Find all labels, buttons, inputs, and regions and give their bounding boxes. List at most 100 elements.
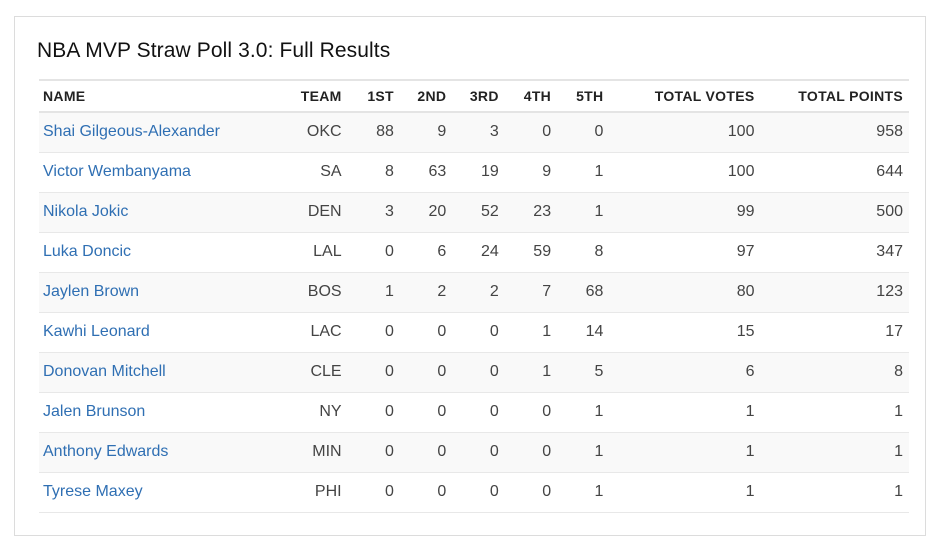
player-name-link[interactable]: Tyrese Maxey — [39, 472, 287, 513]
player-name-link[interactable]: Anthony Edwards — [39, 432, 287, 473]
total-votes-cell: 1 — [609, 472, 761, 513]
fifth-place-cell: 1 — [557, 432, 610, 473]
third-place-cell: 19 — [452, 152, 505, 193]
total-votes-cell: 100 — [609, 152, 761, 193]
third-place-cell: 0 — [452, 312, 505, 353]
header-total-points[interactable]: TOTAL POINTS — [760, 79, 909, 113]
team-cell: BOS — [286, 272, 348, 313]
results-card: NBA MVP Straw Poll 3.0: Full Results NAM… — [14, 16, 926, 536]
table-row: Donovan Mitchell CLE 0 0 0 1 5 6 8 — [39, 352, 909, 393]
team-cell: LAC — [286, 312, 348, 353]
table-row: Victor Wembanyama SA 8 63 19 9 1 100 644 — [39, 152, 909, 193]
total-points-cell: 1 — [760, 432, 909, 473]
third-place-cell: 52 — [452, 192, 505, 233]
player-name-link[interactable]: Victor Wembanyama — [39, 152, 287, 193]
player-name-link[interactable]: Nikola Jokic — [39, 192, 287, 233]
table-row: Luka Doncic LAL 0 6 24 59 8 97 347 — [39, 232, 909, 273]
fourth-place-cell: 0 — [504, 472, 558, 513]
team-cell: NY — [286, 392, 348, 433]
fifth-place-cell: 14 — [557, 312, 610, 353]
header-name[interactable]: NAME — [39, 79, 287, 113]
fifth-place-cell: 1 — [557, 392, 610, 433]
first-place-cell: 3 — [347, 192, 400, 233]
third-place-cell: 3 — [452, 112, 505, 153]
header-second[interactable]: 2ND — [399, 79, 453, 113]
third-place-cell: 0 — [452, 432, 505, 473]
team-cell: DEN — [286, 192, 348, 233]
fourth-place-cell: 59 — [504, 232, 558, 273]
header-row: NAME TEAM 1ST 2ND 3RD 4TH 5TH TOTAL VOTE… — [39, 79, 909, 113]
table-body: Shai Gilgeous-Alexander OKC 88 9 3 0 0 1… — [39, 112, 909, 513]
first-place-cell: 0 — [347, 312, 400, 353]
total-points-cell: 17 — [760, 312, 909, 353]
total-votes-cell: 80 — [609, 272, 761, 313]
total-votes-cell: 6 — [609, 352, 761, 393]
table-row: Jalen Brunson NY 0 0 0 0 1 1 1 — [39, 392, 909, 433]
first-place-cell: 0 — [347, 352, 400, 393]
fifth-place-cell: 68 — [557, 272, 610, 313]
first-place-cell: 0 — [347, 392, 400, 433]
second-place-cell: 0 — [399, 352, 453, 393]
results-table: NAME TEAM 1ST 2ND 3RD 4TH 5TH TOTAL VOTE… — [39, 79, 909, 513]
table-header: NAME TEAM 1ST 2ND 3RD 4TH 5TH TOTAL VOTE… — [39, 79, 909, 113]
card-title: NBA MVP Straw Poll 3.0: Full Results — [37, 39, 391, 62]
total-points-cell: 123 — [760, 272, 909, 313]
total-votes-cell: 99 — [609, 192, 761, 233]
header-third[interactable]: 3RD — [452, 79, 505, 113]
header-team[interactable]: TEAM — [286, 79, 348, 113]
player-name-link[interactable]: Donovan Mitchell — [39, 352, 287, 393]
fourth-place-cell: 0 — [504, 392, 558, 433]
header-total-votes[interactable]: TOTAL VOTES — [609, 79, 761, 113]
second-place-cell: 0 — [399, 432, 453, 473]
table-row: Nikola Jokic DEN 3 20 52 23 1 99 500 — [39, 192, 909, 233]
second-place-cell: 20 — [399, 192, 453, 233]
third-place-cell: 0 — [452, 392, 505, 433]
first-place-cell: 8 — [347, 152, 400, 193]
total-votes-cell: 15 — [609, 312, 761, 353]
table-row: Kawhi Leonard LAC 0 0 0 1 14 15 17 — [39, 312, 909, 353]
table-row: Anthony Edwards MIN 0 0 0 0 1 1 1 — [39, 432, 909, 473]
fourth-place-cell: 7 — [504, 272, 558, 313]
second-place-cell: 0 — [399, 392, 453, 433]
total-points-cell: 500 — [760, 192, 909, 233]
total-points-cell: 8 — [760, 352, 909, 393]
total-points-cell: 347 — [760, 232, 909, 273]
second-place-cell: 0 — [399, 312, 453, 353]
fifth-place-cell: 1 — [557, 472, 610, 513]
fourth-place-cell: 23 — [504, 192, 558, 233]
fourth-place-cell: 9 — [504, 152, 558, 193]
header-fifth[interactable]: 5TH — [557, 79, 610, 113]
total-points-cell: 1 — [760, 392, 909, 433]
fourth-place-cell: 1 — [504, 312, 558, 353]
table-row: Jaylen Brown BOS 1 2 2 7 68 80 123 — [39, 272, 909, 313]
total-points-cell: 1 — [760, 472, 909, 513]
total-points-cell: 644 — [760, 152, 909, 193]
total-votes-cell: 1 — [609, 392, 761, 433]
team-cell: PHI — [286, 472, 348, 513]
second-place-cell: 63 — [399, 152, 453, 193]
player-name-link[interactable]: Kawhi Leonard — [39, 312, 287, 353]
fourth-place-cell: 1 — [504, 352, 558, 393]
first-place-cell: 88 — [347, 112, 400, 153]
header-first[interactable]: 1ST — [347, 79, 400, 113]
first-place-cell: 0 — [347, 432, 400, 473]
fourth-place-cell: 0 — [504, 112, 558, 153]
player-name-link[interactable]: Shai Gilgeous-Alexander — [39, 112, 287, 153]
player-name-link[interactable]: Jalen Brunson — [39, 392, 287, 433]
total-votes-cell: 97 — [609, 232, 761, 273]
third-place-cell: 2 — [452, 272, 505, 313]
fifth-place-cell: 8 — [557, 232, 610, 273]
table-row: Shai Gilgeous-Alexander OKC 88 9 3 0 0 1… — [39, 112, 909, 153]
third-place-cell: 0 — [452, 352, 505, 393]
player-name-link[interactable]: Jaylen Brown — [39, 272, 287, 313]
table-row: Tyrese Maxey PHI 0 0 0 0 1 1 1 — [39, 472, 909, 513]
team-cell: CLE — [286, 352, 348, 393]
player-name-link[interactable]: Luka Doncic — [39, 232, 287, 273]
team-cell: SA — [286, 152, 348, 193]
first-place-cell: 1 — [347, 272, 400, 313]
header-fourth[interactable]: 4TH — [504, 79, 558, 113]
team-cell: OKC — [286, 112, 348, 153]
first-place-cell: 0 — [347, 472, 400, 513]
second-place-cell: 2 — [399, 272, 453, 313]
fourth-place-cell: 0 — [504, 432, 558, 473]
